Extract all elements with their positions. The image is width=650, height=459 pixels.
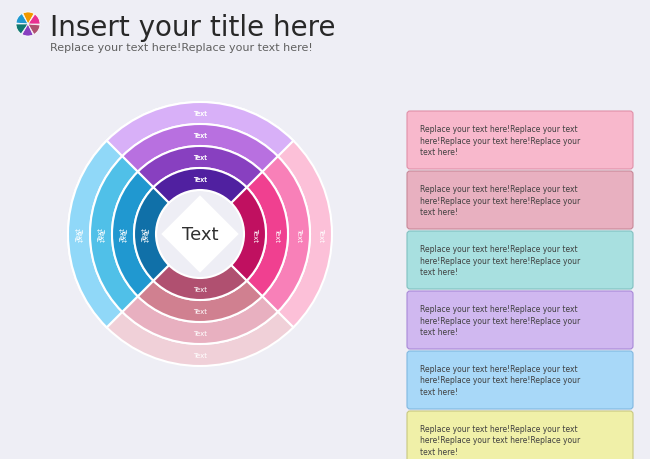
Text: Text: Text — [98, 228, 104, 241]
Text: Text: Text — [193, 330, 207, 336]
Text: Replace your text here!Replace your text
here!Replace your text here!Replace you: Replace your text here!Replace your text… — [420, 424, 580, 456]
Wedge shape — [122, 125, 278, 173]
Wedge shape — [246, 173, 288, 297]
Text: Text: Text — [120, 228, 126, 241]
Wedge shape — [112, 173, 153, 297]
Text: Text: Text — [98, 228, 104, 241]
Text: Text: Text — [142, 228, 148, 241]
Wedge shape — [153, 266, 246, 300]
Text: Text: Text — [296, 228, 302, 241]
FancyBboxPatch shape — [407, 172, 633, 230]
Text: Replace your text here!Replace your text
here!Replace your text here!Replace you: Replace your text here!Replace your text… — [420, 304, 580, 336]
Wedge shape — [134, 188, 169, 281]
FancyBboxPatch shape — [407, 231, 633, 289]
Wedge shape — [28, 15, 40, 25]
Wedge shape — [16, 25, 28, 35]
Text: Text: Text — [193, 177, 207, 183]
Wedge shape — [134, 188, 169, 281]
Wedge shape — [278, 141, 332, 328]
Text: Text: Text — [193, 111, 207, 117]
Wedge shape — [68, 141, 122, 328]
Text: Text: Text — [193, 155, 207, 161]
Wedge shape — [28, 25, 40, 35]
Text: Text: Text — [193, 286, 207, 292]
Text: Insert your title here: Insert your title here — [50, 14, 335, 42]
Text: Text: Text — [193, 352, 207, 358]
Text: Text: Text — [193, 308, 207, 314]
Text: Text: Text — [193, 133, 207, 139]
FancyBboxPatch shape — [407, 291, 633, 349]
Wedge shape — [16, 15, 28, 25]
Text: Text: Text — [274, 228, 280, 241]
Wedge shape — [90, 157, 138, 312]
Text: Replace your text here!Replace your text
here!Replace your text here!Replace you: Replace your text here!Replace your text… — [420, 124, 580, 157]
Text: Text: Text — [142, 228, 148, 241]
Text: Text: Text — [120, 228, 126, 241]
Text: Text: Text — [193, 155, 207, 161]
Wedge shape — [90, 157, 138, 312]
FancyBboxPatch shape — [407, 112, 633, 170]
Wedge shape — [138, 147, 262, 188]
Wedge shape — [138, 147, 262, 188]
Wedge shape — [138, 281, 262, 322]
Wedge shape — [23, 13, 34, 25]
Text: Text: Text — [193, 111, 207, 117]
Text: Replace your text here!Replace your text here!: Replace your text here!Replace your text… — [50, 43, 313, 53]
Wedge shape — [231, 188, 266, 281]
FancyBboxPatch shape — [407, 351, 633, 409]
Text: Text: Text — [76, 228, 82, 241]
Text: Replace your text here!Replace your text
here!Replace your text here!Replace you: Replace your text here!Replace your text… — [420, 185, 580, 217]
Text: Text: Text — [318, 228, 324, 241]
Wedge shape — [22, 25, 33, 37]
Wedge shape — [107, 103, 293, 157]
Wedge shape — [122, 125, 278, 173]
Text: Text: Text — [76, 228, 82, 241]
Text: Text: Text — [193, 177, 207, 183]
Wedge shape — [153, 168, 246, 203]
Wedge shape — [262, 157, 310, 312]
Polygon shape — [161, 196, 239, 273]
Text: Text: Text — [182, 225, 218, 243]
Text: Replace your text here!Replace your text
here!Replace your text here!Replace you: Replace your text here!Replace your text… — [420, 244, 580, 277]
Text: Replace your text here!Replace your text
here!Replace your text here!Replace you: Replace your text here!Replace your text… — [420, 364, 580, 397]
Wedge shape — [107, 103, 293, 157]
Wedge shape — [107, 312, 293, 366]
Wedge shape — [122, 297, 278, 344]
Wedge shape — [153, 168, 246, 203]
Wedge shape — [68, 141, 122, 328]
Text: Text: Text — [252, 228, 258, 241]
Wedge shape — [112, 173, 153, 297]
Text: Text: Text — [193, 133, 207, 139]
FancyBboxPatch shape — [407, 411, 633, 459]
